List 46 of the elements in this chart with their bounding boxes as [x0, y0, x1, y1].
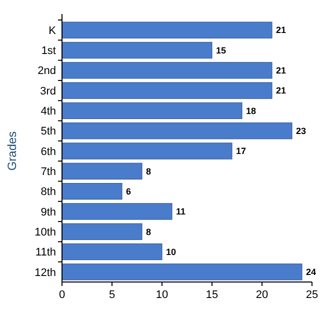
bar — [62, 22, 272, 38]
bar — [62, 223, 142, 240]
y-tick-label: 2nd — [38, 65, 56, 78]
bar — [62, 122, 292, 140]
y-tick-label: 4th — [40, 106, 56, 118]
bar — [62, 142, 232, 160]
bar — [62, 162, 142, 180]
y-tick-label: 9th — [40, 206, 56, 218]
data-label: 17 — [236, 146, 246, 156]
y-tick-label: 8th — [40, 186, 56, 198]
y-axis-title: Grades — [5, 131, 19, 171]
y-tick-label: K — [48, 24, 57, 37]
y-tick-label: 1st — [41, 45, 56, 58]
bar — [62, 203, 172, 220]
data-label: 18 — [246, 106, 256, 116]
y-tick-label: 10th — [34, 226, 56, 238]
x-tick-label: 0 — [58, 289, 66, 301]
bar — [62, 62, 272, 79]
data-label: 8 — [146, 226, 152, 237]
y-tick-label: 12th — [34, 266, 56, 279]
data-label: 6 — [126, 186, 132, 196]
bar — [62, 102, 242, 120]
data-label: 10 — [166, 246, 176, 257]
y-tick-label: 11th — [35, 246, 56, 259]
data-label: 21 — [276, 66, 286, 76]
bar — [62, 82, 272, 99]
x-tick-label: 20 — [256, 289, 268, 301]
x-tick-label: 25 — [306, 289, 318, 301]
x-tick-label: 10 — [156, 289, 168, 301]
data-label: 24 — [306, 267, 316, 278]
y-tick-label: 5th — [40, 126, 56, 138]
data-label: 11 — [176, 206, 186, 217]
data-label: 8 — [146, 166, 152, 176]
data-label: 23 — [296, 126, 306, 136]
bar — [62, 264, 302, 280]
y-tick-label: 6th — [40, 146, 56, 158]
data-label: 21 — [276, 25, 286, 36]
bar — [62, 42, 212, 59]
x-tick-label: 5 — [108, 289, 116, 301]
bar — [62, 243, 162, 260]
x-tick-label: 15 — [206, 289, 218, 301]
y-tick-label: 7th — [40, 166, 56, 178]
y-tick-label: 3rd — [40, 85, 56, 98]
data-label: 15 — [216, 45, 226, 56]
data-label: 21 — [276, 86, 286, 96]
bar — [62, 182, 122, 200]
